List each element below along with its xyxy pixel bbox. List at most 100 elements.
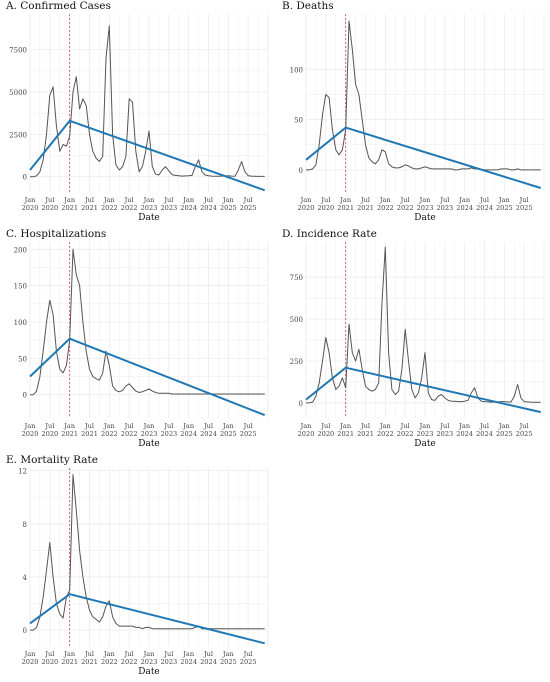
x-tick-month: Jul — [203, 650, 213, 658]
x-tick-month: Jan — [222, 650, 235, 658]
x-tick-year: 2021 — [61, 204, 78, 212]
x-tick-year: 2020 — [41, 430, 58, 438]
x-tick-month: Jul — [44, 196, 54, 204]
x-tick-month: Jul — [124, 422, 134, 430]
observed-series-line — [306, 246, 541, 404]
x-tick-month: Jan — [379, 196, 392, 204]
x-tick-year: 2023 — [160, 204, 177, 212]
x-tick-year: 2022 — [397, 204, 414, 212]
x-tick-year: 2022 — [101, 204, 118, 212]
x-axis-title: Date — [138, 439, 160, 449]
x-tick-month: Jul — [243, 196, 253, 204]
x-tick-month: Jan — [182, 650, 195, 658]
x-tick-month: Jul — [44, 422, 54, 430]
deaths-chart: 050100Jan2020Jul2020Jan2021Jul2021Jan202… — [290, 14, 545, 223]
x-tick-year: 2021 — [337, 430, 354, 438]
x-tick-month: Jul — [84, 650, 94, 658]
x-tick-month: Jan — [182, 196, 195, 204]
x-tick-year: 2025 — [240, 204, 257, 212]
panel-a-confirmed-cases: A. Confirmed Cases 0 2500 5000 7500 Jan 2020 J… — [2, 0, 272, 228]
x-tick-year: 2022 — [121, 204, 138, 212]
observed-series-line — [30, 474, 265, 631]
x-tick-year: 2023 — [436, 204, 453, 212]
x-tick-month: Jan — [182, 422, 195, 430]
x-tick-month: Jul — [243, 422, 253, 430]
observed-series-line — [30, 25, 265, 178]
y-tick-label: 0 — [299, 400, 303, 408]
y-tick-label: 0 — [23, 627, 27, 635]
x-tick-year: 2024 — [200, 658, 217, 666]
x-tick-month: Jul — [124, 650, 134, 658]
x-tick-year: 2021 — [61, 430, 78, 438]
x-tick-year: 2024 — [456, 430, 473, 438]
x-axis-title: Date — [138, 667, 160, 677]
x-tick-month: Jan — [143, 196, 156, 204]
x-tick-month: Jul — [320, 422, 330, 430]
x-tick-month: Jul — [84, 196, 94, 204]
x-tick-year: 2024 — [476, 204, 493, 212]
x-tick-year: 2025 — [496, 430, 513, 438]
x-tick-year: 2023 — [141, 204, 158, 212]
x-tick-year: 2023 — [141, 430, 158, 438]
x-tick-month: Jul — [163, 650, 173, 658]
y-tick-label: 12 — [18, 468, 27, 476]
x-tick-month: Jul — [320, 196, 330, 204]
x-tick-month: Jul — [400, 196, 410, 204]
x-tick-year: 2021 — [357, 204, 374, 212]
x-tick-year: 2025 — [516, 430, 533, 438]
chart-title: A. Confirmed Cases — [6, 0, 111, 12]
x-tick-year: 2025 — [240, 430, 257, 438]
x-tick-month: Jul — [479, 196, 489, 204]
y-tick-label: 0 — [23, 174, 27, 182]
x-tick-month: Jan — [339, 422, 352, 430]
y-tick-label: 150 — [14, 283, 27, 291]
x-tick-year: 2021 — [81, 204, 98, 212]
x-tick-month: Jul — [439, 422, 449, 430]
x-tick-month: Jan — [419, 422, 432, 430]
x-tick-year: 2024 — [180, 658, 197, 666]
x-tick-year: 2021 — [337, 204, 354, 212]
x-tick-month: Jan — [24, 196, 37, 204]
x-tick-month: Jul — [163, 422, 173, 430]
x-tick-year: 2025 — [496, 204, 513, 212]
x-tick-year: 2022 — [121, 430, 138, 438]
x-tick-month: Jul — [203, 422, 213, 430]
x-tick-month: Jan — [222, 422, 235, 430]
x-tick-month: Jul — [439, 196, 449, 204]
x-tick-year: 2023 — [436, 430, 453, 438]
x-tick-year: 2022 — [397, 430, 414, 438]
x-tick-year: 2023 — [417, 204, 434, 212]
mortality-rate-chart: 04812Jan2020Jul2020Jan2021Jul2021Jan2022… — [18, 468, 269, 677]
trend-line — [305, 366, 541, 414]
y-tick-label: 7500 — [9, 47, 27, 55]
observed-series-line — [306, 20, 541, 171]
x-tick-year: 2025 — [220, 430, 237, 438]
x-tick-month: Jan — [63, 650, 76, 658]
chart-title: C. Hospitalizations — [6, 228, 107, 240]
x-tick-month: Jan — [379, 422, 392, 430]
x-tick-year: 2023 — [160, 658, 177, 666]
chart-title: D. Incidence Rate — [282, 228, 377, 240]
x-tick-year: 2021 — [81, 430, 98, 438]
y-tick-label: 250 — [290, 358, 303, 366]
x-tick-year: 2024 — [180, 204, 197, 212]
x-axis-title: Date — [414, 213, 436, 223]
y-tick-label: 50 — [294, 117, 303, 125]
x-tick-month: Jan — [103, 196, 116, 204]
x-tick-year: 2021 — [61, 658, 78, 666]
x-tick-year: 2021 — [357, 430, 374, 438]
panel-c-hospitalizations: C. Hospitalizations 0 50 100 150 200 Jan 2020 J… — [2, 228, 272, 454]
x-tick-year: 2020 — [298, 430, 315, 438]
y-tick-label: 100 — [290, 66, 303, 74]
panel-d-incidence-rate: D. Incidence Rate 0 250 500 750 Jan 2020 Jul 20… — [278, 228, 548, 454]
x-axis-title: Date — [138, 213, 160, 223]
x-tick-month: Jan — [419, 196, 432, 204]
confirmed-cases-chart: 0250050007500Jan2020Jul2020Jan2021Jul202… — [9, 14, 269, 223]
x-axis-title: Date — [414, 439, 436, 449]
x-tick-year: 2022 — [101, 430, 118, 438]
x-tick-year: 2020 — [41, 658, 58, 666]
y-tick-label: 5000 — [9, 89, 27, 97]
trend-line — [305, 126, 541, 189]
y-tick-label: 500 — [290, 316, 303, 324]
x-tick-month: Jan — [103, 650, 116, 658]
